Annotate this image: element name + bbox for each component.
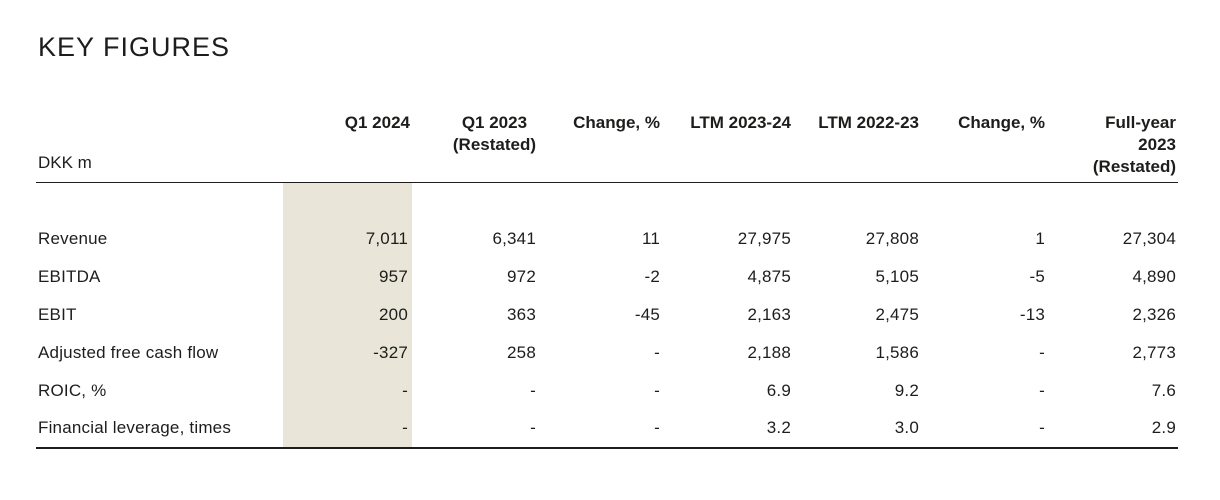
table-row: Financial leverage, times - - - 3.2 3.0 … (36, 409, 1178, 449)
cell-value: 9.2 (894, 380, 919, 400)
cell-value: 200 (283, 295, 412, 334)
table-row: ROIC, % - - - 6.9 9.2 - 7.6 (36, 371, 1178, 410)
col-header-ltm-2023-24: LTM 2023-24 (662, 104, 793, 183)
key-figures-table: DKK m Q1 2024 Q1 2023 (Restated) Change,… (36, 104, 1178, 449)
table-row: EBITDA 957 972 -2 4,875 5,105 -5 4,890 (36, 257, 1178, 296)
unit-label: DKK m (38, 153, 92, 172)
table-row: EBIT 200 363 -45 2,163 2,475 -13 2,326 (36, 295, 1178, 334)
table-header: DKK m Q1 2024 Q1 2023 (Restated) Change,… (36, 104, 1178, 183)
cell-value: 363 (507, 304, 536, 324)
cell-value: - (538, 409, 662, 449)
cell-value: 2,326 (1132, 304, 1176, 324)
col-header-q1-2023-restated: Q1 2023 (Restated) (412, 104, 538, 183)
cell-value: 7.6 (1151, 380, 1176, 400)
cell-value: 4,875 (747, 266, 791, 286)
cell-value: 6.9 (766, 380, 791, 400)
cell-value: - (283, 409, 412, 449)
row-label: ROIC, % (38, 380, 107, 400)
cell-value: 6,341 (492, 228, 536, 248)
col-header-ltm-2022-23: LTM 2022-23 (793, 104, 921, 183)
row-label: Adjusted free cash flow (38, 342, 219, 362)
cell-value: - (283, 371, 412, 410)
cell-value: - (1039, 380, 1045, 400)
cell-value: 2,773 (1132, 342, 1176, 362)
col-header-change-pct-2: Change, % (921, 104, 1047, 183)
cell-value: -327 (283, 333, 412, 372)
table-body: Revenue 7,011 6,341 11 27,975 27,808 1 2… (36, 182, 1178, 449)
page-title: KEY FIGURES (38, 32, 231, 62)
cell-value: 972 (507, 266, 536, 286)
spacer-row (36, 182, 1178, 220)
cell-value: 11 (641, 228, 660, 248)
cell-value: -2 (644, 266, 660, 286)
table-row: Revenue 7,011 6,341 11 27,975 27,808 1 2… (36, 219, 1178, 258)
cell-value: 2,475 (875, 304, 919, 324)
cell-value: 258 (507, 342, 536, 362)
col-header-full-year-2023: Full-year 2023 (Restated) (1047, 104, 1178, 183)
cell-value: 1 (1035, 228, 1045, 248)
cell-value: -5 (1029, 266, 1045, 286)
cell-value: 2,188 (747, 342, 791, 362)
cell-value: 957 (283, 257, 412, 296)
table-row: Adjusted free cash flow -327 258 - 2,188… (36, 333, 1178, 372)
row-label: EBIT (38, 304, 77, 324)
cell-value: -13 (1019, 304, 1045, 324)
cell-value: 3.2 (662, 409, 793, 449)
cell-value: 2.9 (1047, 409, 1178, 449)
cell-value: -45 (634, 304, 660, 324)
cell-value: - (921, 409, 1047, 449)
cell-value: - (654, 342, 660, 362)
cell-value: 2,163 (747, 304, 791, 324)
cell-value: - (1039, 342, 1045, 362)
cell-value: - (412, 409, 538, 449)
cell-value: 3.0 (793, 409, 921, 449)
cell-value: 5,105 (875, 266, 919, 286)
header-row: DKK m Q1 2024 Q1 2023 (Restated) Change,… (36, 104, 1178, 183)
cell-value: 7,011 (283, 219, 412, 258)
col-header-change-pct-1: Change, % (538, 104, 662, 183)
cell-value: 27,808 (865, 228, 919, 248)
row-label: Financial leverage, times (36, 409, 283, 449)
cell-value: 27,975 (737, 228, 791, 248)
cell-value: - (654, 380, 660, 400)
cell-value: - (530, 380, 536, 400)
row-label: Revenue (38, 228, 108, 248)
col-header-q1-2024: Q1 2024 (283, 104, 412, 183)
unit-label-cell: DKK m (36, 104, 283, 183)
row-label: EBITDA (38, 266, 101, 286)
cell-value: 1,586 (875, 342, 919, 362)
cell-value: 27,304 (1122, 228, 1176, 248)
highlight-band (283, 182, 412, 220)
cell-value: 4,890 (1132, 266, 1176, 286)
